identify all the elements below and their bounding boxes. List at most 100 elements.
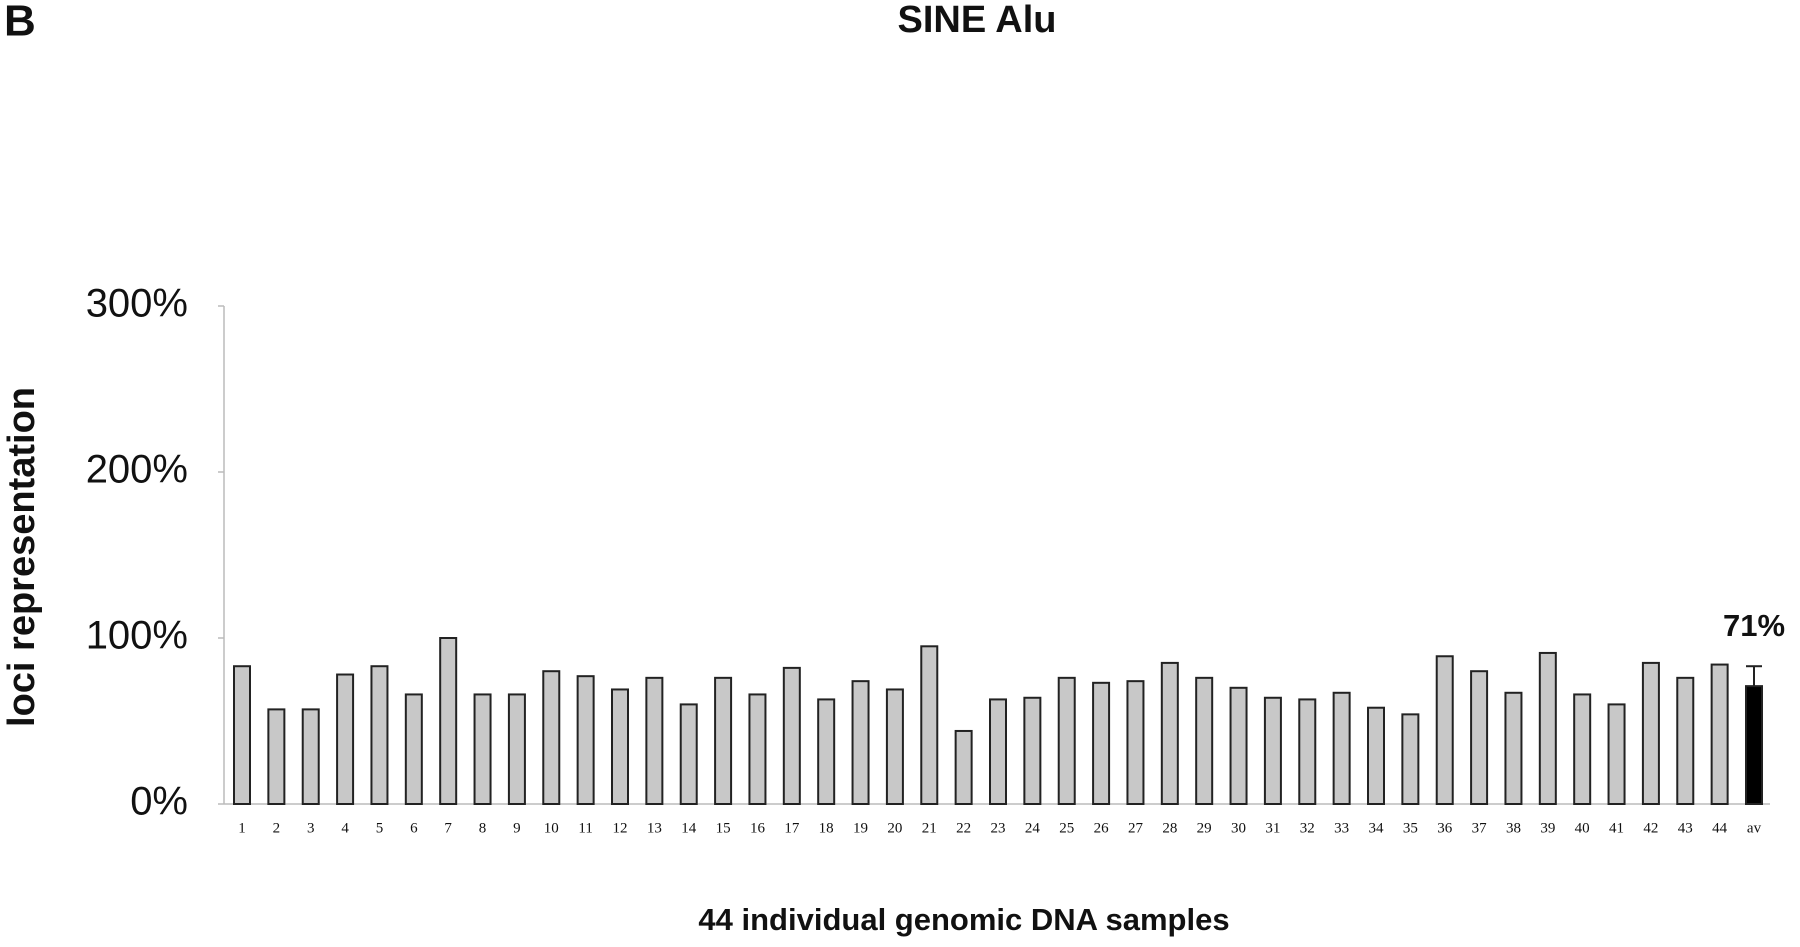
- x-tick-label: 39: [1540, 820, 1555, 836]
- bar: [817, 698, 836, 805]
- y-axis-label: loci representation: [1, 387, 43, 727]
- bar: [989, 698, 1007, 805]
- x-tick-label: 17: [784, 820, 800, 836]
- bar: [1298, 698, 1317, 805]
- bar: [1607, 703, 1626, 806]
- x-tick-label: 13: [647, 820, 662, 836]
- bar: [1641, 661, 1660, 806]
- x-tick-label: 30: [1231, 820, 1246, 836]
- bar: [336, 673, 355, 806]
- value-label: 71%: [1723, 608, 1785, 643]
- x-tick-label: 18: [819, 820, 834, 836]
- bar: [851, 680, 870, 805]
- x-tick-label: 8: [479, 820, 487, 836]
- bar: [714, 676, 733, 806]
- x-tick-label: 43: [1678, 820, 1693, 836]
- bar: [439, 637, 458, 805]
- x-tick-label: 19: [853, 820, 868, 836]
- bar: [1057, 676, 1076, 806]
- bar: [1195, 676, 1214, 806]
- bar: [267, 708, 286, 806]
- bar: [233, 665, 251, 805]
- bar: [1263, 696, 1282, 806]
- bar: [885, 688, 904, 806]
- x-tick-label: 29: [1197, 820, 1212, 836]
- y-tick-label: 0%: [130, 780, 188, 824]
- bar: [370, 665, 389, 805]
- bar: [920, 645, 939, 805]
- bar: [954, 729, 973, 806]
- bar: [782, 666, 801, 805]
- x-tick-label: 36: [1437, 820, 1453, 836]
- x-tick-label: 4: [341, 820, 349, 836]
- x-tick-label: 26: [1094, 820, 1110, 836]
- bar: [473, 693, 492, 805]
- bar: [1573, 693, 1592, 805]
- bar: [1160, 661, 1179, 806]
- bar: [1676, 676, 1695, 806]
- x-tick-label: 38: [1506, 820, 1521, 836]
- bar: [301, 708, 320, 806]
- x-tick-label: 23: [991, 820, 1006, 836]
- bar: [1367, 706, 1385, 805]
- x-tick-label: 16: [750, 820, 766, 836]
- x-tick-label: 27: [1128, 820, 1144, 836]
- bar: [1745, 685, 1763, 806]
- y-tick-label: 100%: [86, 614, 188, 658]
- x-tick-label: 28: [1162, 820, 1177, 836]
- bar: [645, 676, 664, 806]
- bar: [1710, 663, 1729, 805]
- bar: [1435, 655, 1454, 806]
- x-tick-label: 42: [1643, 820, 1658, 836]
- chart-title: SINE Alu: [897, 0, 1056, 41]
- x-tick-label: 22: [956, 820, 971, 836]
- x-tick-label: 14: [681, 820, 697, 836]
- y-tick-label: 300%: [86, 282, 188, 326]
- x-tick-label: 33: [1334, 820, 1349, 836]
- bar: [1229, 686, 1248, 805]
- bar: [1401, 713, 1420, 805]
- x-tick-label: 9: [513, 820, 521, 836]
- bar: [611, 688, 629, 806]
- x-tick-label: 37: [1472, 820, 1488, 836]
- x-tick-label: 21: [922, 820, 937, 836]
- x-tick-label: av: [1747, 820, 1762, 836]
- bar: [1126, 680, 1145, 805]
- x-tick-label: 41: [1609, 820, 1624, 836]
- x-tick-label: 32: [1300, 820, 1315, 836]
- x-tick-label: 11: [578, 820, 592, 836]
- x-tick-label: 31: [1265, 820, 1280, 836]
- x-tick-label: 6: [410, 820, 418, 836]
- x-tick-label: 12: [613, 820, 628, 836]
- bar: [679, 703, 698, 806]
- x-tick-label: 10: [544, 820, 559, 836]
- x-tick-label: 34: [1369, 820, 1385, 836]
- x-tick-label: 40: [1575, 820, 1590, 836]
- bar: [542, 670, 561, 806]
- bar: [404, 693, 423, 805]
- y-tick-label: 200%: [86, 448, 188, 492]
- x-tick-label: 25: [1059, 820, 1074, 836]
- x-tick-label: 1: [238, 820, 246, 836]
- bar: [1023, 696, 1042, 806]
- x-tick-label: 24: [1025, 820, 1041, 836]
- bar: [576, 675, 595, 805]
- x-tick-label: 15: [716, 820, 731, 836]
- bar: [1538, 651, 1557, 805]
- bar: [748, 693, 767, 805]
- bar: [507, 693, 526, 805]
- bar: [1332, 691, 1351, 806]
- x-tick-label: 2: [273, 820, 281, 836]
- bar: [1504, 691, 1523, 806]
- x-tick-label: 3: [307, 820, 315, 836]
- x-tick-label: 20: [887, 820, 902, 836]
- x-tick-label: 44: [1712, 820, 1728, 836]
- panel-label: B: [4, 0, 36, 46]
- x-axis-label: 44 individual genomic DNA samples: [698, 902, 1229, 937]
- x-tick-label: 5: [376, 820, 384, 836]
- bar: [1092, 681, 1111, 806]
- x-tick-label: 35: [1403, 820, 1418, 836]
- x-tick-label: 7: [444, 820, 452, 836]
- bar: [1470, 670, 1489, 806]
